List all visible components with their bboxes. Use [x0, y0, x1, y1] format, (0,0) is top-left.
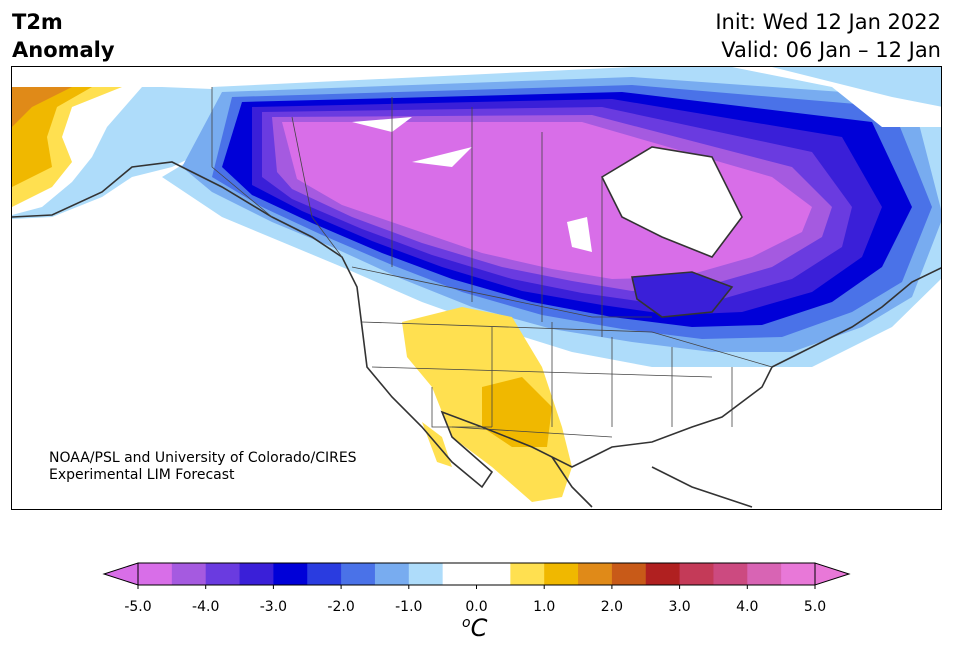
colorbar-swatch	[409, 563, 443, 585]
colorbar-swatch	[612, 563, 646, 585]
unit-degree: o	[462, 615, 471, 631]
colorbar-swatch	[307, 563, 341, 585]
colorbar-tick-label: -5.0	[124, 599, 151, 615]
colorbar-swatch	[172, 563, 206, 585]
colorbar-extend-high	[815, 563, 849, 585]
colorbar-tick-label: -2.0	[327, 599, 354, 615]
colorbar-swatch	[544, 563, 578, 585]
colorbar-tick-label: 2.0	[601, 599, 623, 615]
colorbar-tick-label: 5.0	[804, 599, 826, 615]
colorbar: -5.0 -4.0 -3.0 -2.0 -1.0 0.0 1.0 2.0 3.0 4.0 5.0	[0, 0, 953, 655]
colorbar-swatch	[510, 563, 544, 585]
colorbar-unit: oC	[462, 614, 487, 642]
colorbar-tick-label: -3.0	[260, 599, 287, 615]
colorbar-tick-label: 0.0	[465, 599, 487, 615]
colorbar-tick-label: -4.0	[192, 599, 219, 615]
colorbar-swatch	[713, 563, 747, 585]
colorbar-swatch	[578, 563, 612, 585]
colorbar-swatch	[206, 563, 240, 585]
colorbar-swatch	[138, 563, 172, 585]
colorbar-swatch	[273, 563, 307, 585]
colorbar-tick-label: -1.0	[395, 599, 422, 615]
colorbar-swatch	[443, 563, 477, 585]
colorbar-swatch	[240, 563, 274, 585]
colorbar-swatch	[375, 563, 409, 585]
colorbar-tick-label: 3.0	[668, 599, 690, 615]
colorbar-extend-low	[104, 563, 138, 585]
colorbar-swatch	[646, 563, 680, 585]
colorbar-swatch	[781, 563, 815, 585]
colorbar-tick-label: 1.0	[533, 599, 555, 615]
colorbar-swatch	[680, 563, 714, 585]
colorbar-tick-label: 4.0	[736, 599, 758, 615]
colorbar-swatches	[104, 563, 849, 585]
colorbar-ticks: -5.0 -4.0 -3.0 -2.0 -1.0 0.0 1.0 2.0 3.0 4.0 5.0	[124, 585, 826, 615]
colorbar-swatch	[341, 563, 375, 585]
colorbar-swatch	[747, 563, 781, 585]
unit-celsius: C	[471, 614, 488, 642]
colorbar-swatch	[477, 563, 511, 585]
